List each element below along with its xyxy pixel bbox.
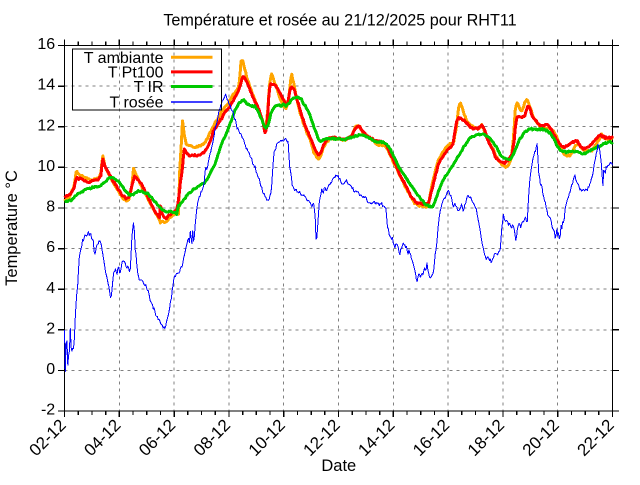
svg-text:Date: Date: [321, 457, 356, 475]
svg-text:6: 6: [46, 239, 55, 256]
svg-text:14: 14: [37, 77, 55, 94]
svg-text:Température et rosée au 21/12/: Température et rosée au 21/12/2025 pour …: [163, 11, 516, 29]
svg-text:16: 16: [37, 36, 55, 53]
svg-text:T rosée: T rosée: [110, 95, 164, 112]
svg-text:4: 4: [46, 280, 55, 297]
svg-text:T ambiante: T ambiante: [84, 50, 164, 67]
svg-text:-2: -2: [41, 402, 55, 419]
svg-text:0: 0: [46, 361, 55, 378]
svg-text:2: 2: [46, 320, 55, 337]
svg-text:T Pt100: T Pt100: [108, 64, 164, 81]
svg-text:Temperature °C: Temperature °C: [3, 170, 21, 286]
svg-text:12: 12: [37, 117, 55, 134]
svg-text:8: 8: [46, 199, 55, 216]
svg-text:T IR: T IR: [134, 79, 164, 96]
svg-text:10: 10: [37, 158, 55, 175]
